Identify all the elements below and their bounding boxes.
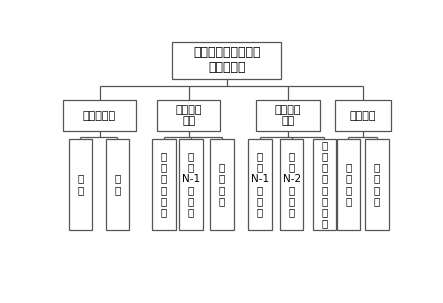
Text: 静
态
N-1
稳
定
性: 静 态 N-1 稳 定 性 bbox=[182, 151, 200, 217]
Bar bbox=[172, 42, 281, 79]
Text: 暂
态
N-1
稳
定
性: 暂 态 N-1 稳 定 性 bbox=[251, 151, 269, 217]
Bar bbox=[106, 139, 129, 230]
Text: 线
路
走
廊: 线 路 走 廊 bbox=[374, 162, 380, 206]
Bar bbox=[152, 139, 175, 230]
Bar bbox=[157, 100, 221, 131]
Text: 电
磁
环
境: 电 磁 环 境 bbox=[345, 162, 351, 206]
Text: 暂
态
N-2
稳
定
性: 暂 态 N-2 稳 定 性 bbox=[283, 151, 301, 217]
Text: 经济性指标: 经济性指标 bbox=[83, 111, 116, 121]
Text: 静态安全
指标: 静态安全 指标 bbox=[175, 105, 202, 126]
Bar bbox=[210, 139, 233, 230]
Text: 短
路
容
量: 短 路 容 量 bbox=[219, 162, 225, 206]
Bar bbox=[63, 100, 136, 131]
Bar bbox=[365, 139, 389, 230]
Bar bbox=[249, 139, 272, 230]
Bar bbox=[313, 139, 336, 230]
Bar bbox=[280, 139, 303, 230]
Text: 网
损: 网 损 bbox=[114, 174, 120, 195]
Bar bbox=[256, 100, 320, 131]
Text: 暂态安全
指标: 暂态安全 指标 bbox=[275, 105, 301, 126]
Text: 投
资: 投 资 bbox=[77, 174, 83, 195]
Bar bbox=[69, 139, 92, 230]
Bar bbox=[179, 139, 202, 230]
Bar bbox=[337, 139, 360, 230]
Text: 断
面
极
限
输
电
容
量: 断 面 极 限 输 电 容 量 bbox=[321, 140, 327, 228]
Text: 特高压交直流输电方
式指标体系: 特高压交直流输电方 式指标体系 bbox=[193, 46, 260, 74]
Text: 环境指标: 环境指标 bbox=[350, 111, 376, 121]
Bar bbox=[335, 100, 391, 131]
Text: 静
态
潮
流
分
布: 静 态 潮 流 分 布 bbox=[161, 151, 167, 217]
